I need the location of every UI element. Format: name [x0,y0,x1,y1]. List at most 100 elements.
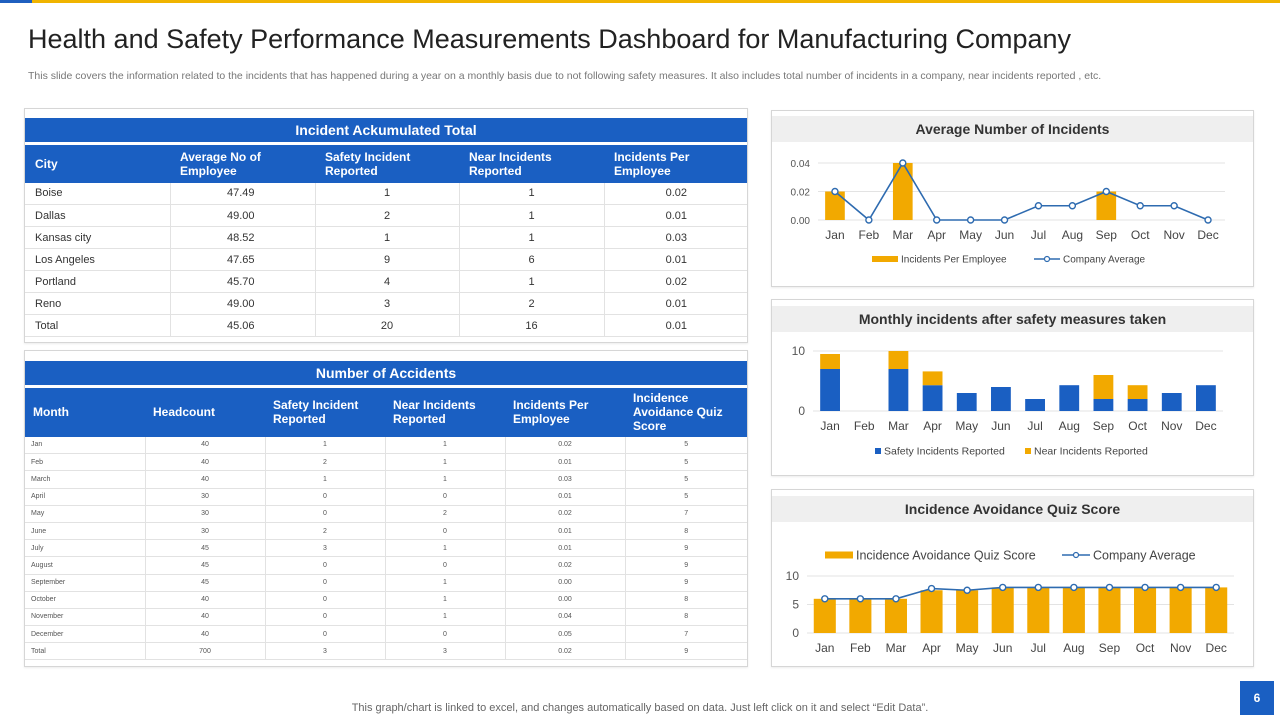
x-tick-label: Jan [815,641,834,655]
table-cell: 1 [315,182,460,205]
y-tick-label: 0.00 [791,216,811,227]
bar-jan [825,191,845,220]
table-cell: 49.00 [170,292,316,315]
table-cell: 1 [385,574,506,592]
x-tick-label: Sep [1099,641,1121,655]
table-cell: 0.01 [505,539,626,558]
table-header-row: Month Headcount Safety Incident Reported… [25,385,747,437]
x-tick-label: Jun [995,228,1014,242]
table-cell: 9 [315,248,460,271]
table-cell: 40 [145,436,266,455]
table-cell: 8 [625,522,747,541]
bar-aug [1062,587,1085,633]
page-number: 6 [1240,681,1274,715]
point-jul [1034,583,1042,592]
col-city: City [25,142,170,183]
col-quiz-score: Incidence Avoidance Quiz Score [625,385,747,437]
table-cell: 0.01 [604,314,747,337]
legend-swatch [875,448,881,454]
table-cell: 47.65 [170,248,316,271]
bar-safety-sep [1093,399,1114,411]
table-cell: 3 [315,292,460,315]
legend-label: Company Average [1093,548,1196,562]
legend-swatch-marker [1043,255,1051,263]
y-tick-label: 0.02 [791,188,811,199]
table-cell: 16 [459,314,605,337]
point-jun [999,583,1007,592]
table-cell: 5 [625,453,747,472]
x-tick-label: Sep [1096,228,1118,242]
bar-apr [920,590,943,633]
x-tick-label: Jun [991,419,1010,433]
table-cell: 7 [625,625,747,644]
table-cell: 45.06 [170,314,316,337]
point-jan [821,595,829,603]
table-cell: Dallas [25,204,171,227]
quiz-score-chart[interactable]: 0 5 10 Jan Feb Mar Apr May Jun Jul Aug Sep Oct Nov Dec… [772,522,1253,662]
table-cell: 0.03 [505,470,626,489]
top-accent-blue [0,0,32,3]
table-cell: Total [25,642,146,661]
table-cell: 0 [265,591,386,609]
legend-swatch [1025,448,1031,454]
table-cell: 40 [145,625,266,644]
table-cell: April [25,488,146,506]
table-cell: 30 [145,488,266,506]
avg-incidents-chart[interactable]: 0.00 0.02 0.04 Jan Feb Mar Apr May Jun Jul Aug Sep O… [772,142,1253,282]
point-aug [1070,583,1078,592]
table-cell: 7 [625,505,747,523]
table-cell: 0.02 [505,642,626,661]
table-cell: 30 [145,505,266,523]
table-cell: 1 [385,470,506,489]
table-cell: 1 [385,591,506,609]
x-tick-label: May [955,419,978,433]
table-cell: 0.01 [505,522,626,541]
table-cell: Portland [25,270,171,293]
table-cell: 1 [459,270,605,293]
point-feb [865,216,873,224]
x-tick-label: Oct [1136,641,1155,655]
table-cell: 700 [145,642,266,661]
table-cell: November [25,608,146,627]
table-cell: 1 [459,226,605,249]
y-tick-label: 0 [792,626,799,640]
legend-label: Near Incidents Reported [1034,446,1148,458]
table-cell: 3 [385,642,506,661]
col-headcount: Headcount [145,385,265,437]
table-cell: 3 [265,642,386,661]
x-tick-label: Feb [859,228,880,242]
x-tick-label: Feb [850,641,871,655]
table-cell: 40 [145,470,266,489]
x-tick-label: Jul [1031,228,1046,242]
y-tick-label: 0.04 [791,159,811,170]
table-cell: 1 [265,436,386,455]
bar-safety-mar [888,369,909,411]
point-dec [1204,216,1212,224]
x-tick-label: Dec [1195,419,1216,433]
table-cell: Los Angeles [25,248,171,271]
table-cell: 45 [145,574,266,592]
point-mar [892,595,900,603]
accidents-table: Month Headcount Safety Incident Reported… [25,385,747,661]
table-cell: August [25,556,146,575]
table-cell: 20 [315,314,460,337]
table-row: June 30 2 0 0.01 8 [25,522,747,541]
table-cell: Total [25,314,171,337]
legend-label: Incidence Avoidance Quiz Score [856,548,1036,562]
table-cell: 1 [459,204,605,227]
table-cell: 0.05 [505,625,626,644]
table-row: Total 700 3 3 0.02 9 [25,642,747,661]
col-avg-employee: Average No of Employee [170,142,315,183]
monthly-incidents-chart[interactable]: 0 10 Jan Feb Mar Apr May Jun Jul Aug Sep Oct Nov Dec S… [772,332,1253,472]
avg-incidents-chart-panel: Average Number of Incidents 0.00 0.02 0.04… [771,110,1254,287]
table-row: Los Angeles 47.65 9 6 0.01 [25,248,747,271]
x-tick-label: Sep [1093,419,1115,433]
table-row: December 40 0 0 0.05 7 [25,625,747,644]
table-cell: 1 [459,182,605,205]
legend-swatch [825,551,853,559]
table-cell: 0 [385,522,506,541]
table-cell: 0.01 [604,292,747,315]
table-row: Boise 47.49 1 1 0.02 [25,182,747,205]
x-tick-label: Jan [825,228,844,242]
table-header-row: City Average No of Employee Safety Incid… [25,142,747,183]
